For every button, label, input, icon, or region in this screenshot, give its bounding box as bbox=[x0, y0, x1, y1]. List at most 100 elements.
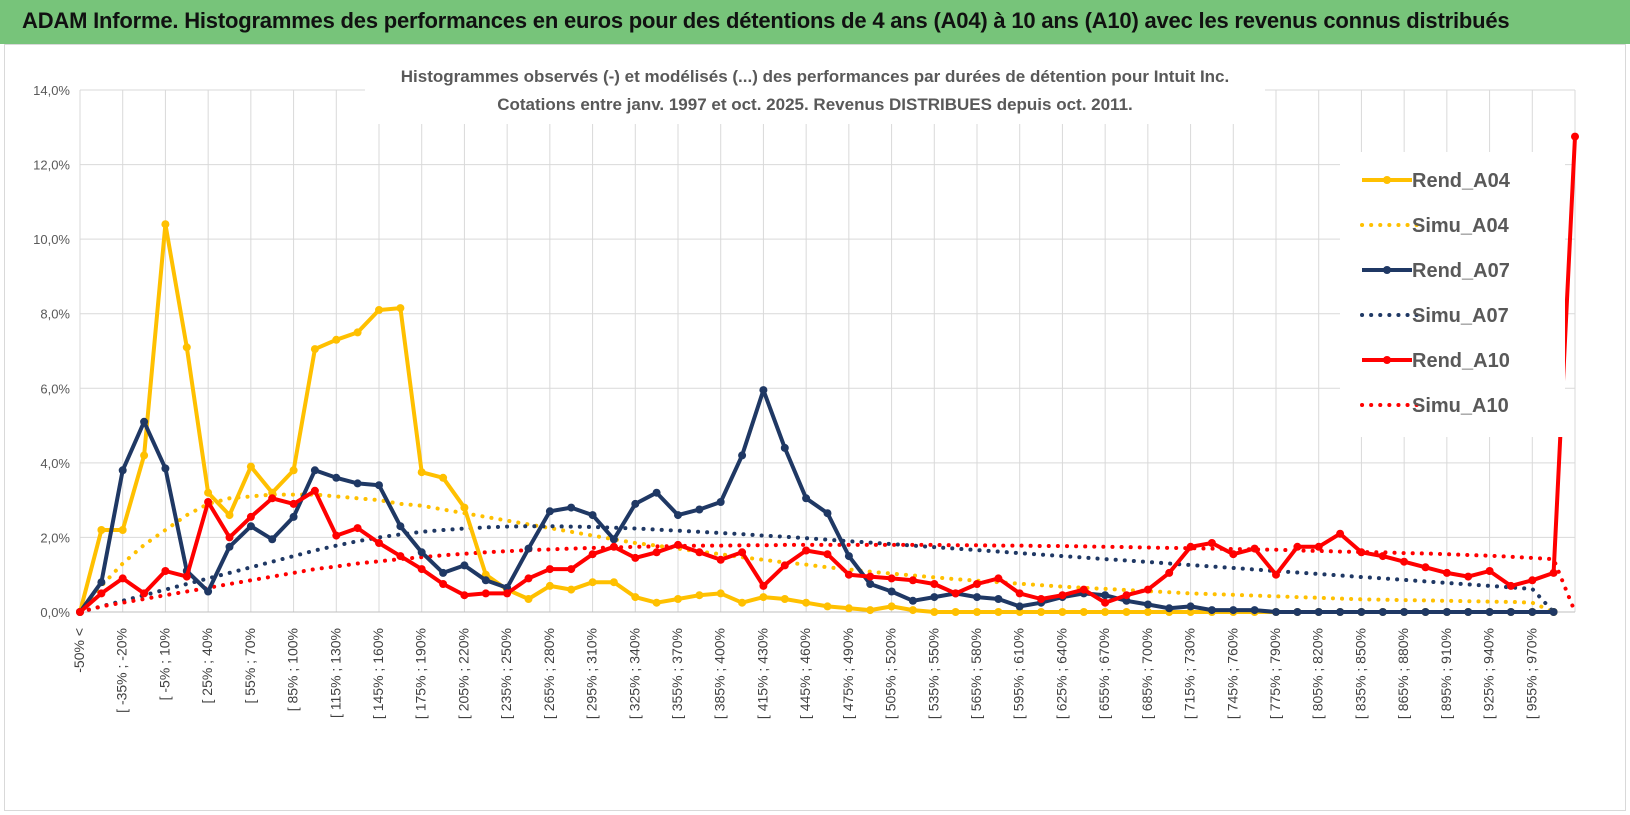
data-point-rend-a10 bbox=[545, 565, 554, 574]
data-point-rend-a10 bbox=[118, 574, 127, 583]
legend-label: Rend_A04 bbox=[1412, 170, 1511, 192]
data-point-rend-a07 bbox=[353, 479, 362, 488]
data-point-rend-a07 bbox=[994, 595, 1003, 603]
data-point-rend-a10 bbox=[1485, 567, 1494, 575]
data-point-rend-a07 bbox=[1186, 602, 1195, 611]
data-point-rend-a10 bbox=[1101, 598, 1110, 607]
data-point-rend-a10 bbox=[1421, 563, 1430, 572]
data-point-rend-a10 bbox=[1037, 595, 1046, 603]
data-point-rend-a07 bbox=[161, 464, 170, 473]
data-point-rend-a10 bbox=[481, 589, 490, 598]
x-tick-label: [ 295% ; 310% bbox=[584, 628, 600, 719]
data-point-rend-a10 bbox=[417, 565, 426, 574]
data-point-rend-a04 bbox=[887, 602, 896, 611]
legend-item-rend-a04: Rend_A04 bbox=[1362, 170, 1511, 192]
data-point-rend-a07 bbox=[802, 494, 811, 503]
data-point-rend-a04 bbox=[1186, 608, 1195, 616]
data-point-rend-a04 bbox=[1143, 608, 1152, 616]
data-point-rend-a04 bbox=[780, 595, 789, 603]
data-point-rend-a07 bbox=[204, 587, 213, 596]
x-tick-label: [ 25% ; 40% bbox=[199, 628, 215, 704]
data-point-rend-a04 bbox=[375, 306, 383, 314]
data-point-rend-a10 bbox=[1378, 552, 1387, 561]
data-point-rend-a07 bbox=[1015, 602, 1024, 611]
y-tick-label: 2,0% bbox=[40, 530, 70, 545]
data-point-rend-a10 bbox=[759, 581, 768, 590]
data-point-rend-a10 bbox=[1058, 591, 1067, 600]
series-rend-a10 bbox=[76, 132, 1579, 616]
data-point-rend-a04 bbox=[631, 593, 640, 602]
data-point-rend-a04 bbox=[417, 468, 426, 477]
data-point-rend-a10 bbox=[524, 574, 533, 583]
data-point-rend-a04 bbox=[588, 578, 597, 587]
x-tick-label: [ 715% ; 730% bbox=[1182, 628, 1198, 719]
data-point-rend-a10 bbox=[1186, 542, 1195, 551]
series-line-rend-a07 bbox=[78, 388, 1554, 614]
data-point-rend-a07 bbox=[1336, 608, 1345, 616]
legend-background bbox=[1340, 152, 1565, 437]
data-point-rend-a07 bbox=[225, 542, 234, 551]
x-tick-label: [ 925% ; 940% bbox=[1481, 628, 1497, 719]
data-point-rend-a04 bbox=[674, 595, 682, 603]
data-point-rend-a07 bbox=[738, 451, 747, 460]
data-point-rend-a07 bbox=[268, 535, 277, 544]
data-point-rend-a04 bbox=[652, 598, 661, 607]
x-tick-label: [ 835% ; 850% bbox=[1352, 628, 1368, 719]
data-point-rend-a07 bbox=[652, 488, 661, 497]
y-tick-label: 14,0% bbox=[33, 83, 70, 98]
data-point-rend-a07 bbox=[1229, 606, 1238, 615]
data-point-rend-a10 bbox=[951, 589, 960, 598]
data-point-rend-a10 bbox=[674, 540, 682, 549]
data-point-rend-a07 bbox=[1272, 608, 1280, 616]
data-point-rend-a10 bbox=[1400, 557, 1409, 566]
x-tick-label: [ 475% ; 490% bbox=[840, 628, 856, 719]
x-tick-label: [ 595% ; 610% bbox=[1011, 628, 1027, 719]
data-point-rend-a04 bbox=[353, 328, 362, 337]
x-tick-label: [ 385% ; 400% bbox=[712, 628, 728, 719]
data-point-rend-a04 bbox=[268, 488, 277, 497]
data-point-rend-a07 bbox=[1506, 608, 1515, 616]
data-point-rend-a07 bbox=[716, 498, 725, 506]
data-point-rend-a04 bbox=[844, 604, 853, 613]
data-point-rend-a07 bbox=[631, 499, 640, 508]
y-tick-label: 6,0% bbox=[40, 381, 70, 396]
data-point-rend-a04 bbox=[1037, 608, 1046, 616]
banner-title: ADAM Informe. Histogrammes des performan… bbox=[22, 8, 1510, 33]
x-tick-label: [ 865% ; 880% bbox=[1395, 628, 1411, 719]
data-point-rend-a04 bbox=[204, 488, 213, 497]
data-point-rend-a04 bbox=[609, 578, 618, 587]
x-tick-label: [ 265% ; 280% bbox=[541, 628, 557, 719]
data-point-rend-a04 bbox=[802, 598, 811, 607]
series-rend-a04 bbox=[76, 220, 1558, 616]
series-line-simu-a04 bbox=[78, 492, 1556, 614]
data-point-rend-a10 bbox=[332, 531, 341, 540]
data-point-rend-a10 bbox=[908, 576, 917, 585]
data-point-rend-a10 bbox=[460, 591, 469, 600]
data-point-rend-a10 bbox=[1336, 529, 1345, 538]
data-point-rend-a04 bbox=[1079, 608, 1088, 616]
data-point-rend-a04 bbox=[182, 343, 191, 352]
data-point-rend-a07 bbox=[609, 535, 618, 544]
data-point-rend-a07 bbox=[1357, 608, 1366, 616]
data-point-rend-a04 bbox=[545, 581, 554, 590]
data-point-rend-a04 bbox=[289, 466, 298, 475]
data-point-rend-a10 bbox=[1165, 568, 1174, 577]
data-point-rend-a04 bbox=[332, 335, 341, 344]
data-point-rend-a10 bbox=[1293, 542, 1302, 551]
chart-title: Histogrammes observés (-) et modélisés (… bbox=[365, 58, 1265, 124]
data-point-rend-a04 bbox=[951, 608, 960, 616]
data-point-rend-a07 bbox=[1442, 608, 1451, 616]
data-point-rend-a10 bbox=[802, 546, 811, 555]
x-tick-label: [ -5% ; 10% bbox=[156, 628, 172, 700]
data-point-rend-a10 bbox=[246, 512, 255, 521]
data-point-rend-a07 bbox=[759, 386, 768, 395]
data-point-rend-a04 bbox=[246, 462, 255, 471]
data-point-rend-a10 bbox=[1314, 542, 1323, 551]
data-point-rend-a04 bbox=[396, 304, 405, 313]
data-point-rend-a10 bbox=[1122, 591, 1131, 600]
data-point-rend-a04 bbox=[973, 608, 981, 616]
x-tick-label: [ 655% ; 670% bbox=[1096, 628, 1112, 719]
data-point-rend-a07 bbox=[1549, 608, 1558, 616]
data-point-rend-a07 bbox=[1143, 600, 1152, 609]
data-point-rend-a04 bbox=[225, 511, 234, 520]
